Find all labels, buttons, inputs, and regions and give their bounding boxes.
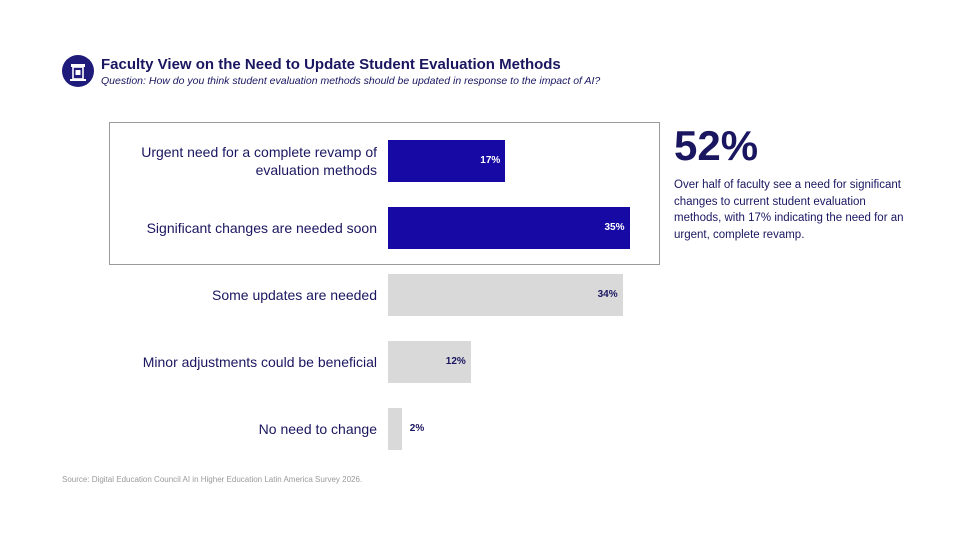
category-label: Urgent need for a complete revamp of eva…: [141, 144, 377, 178]
data-label: 12%: [445, 356, 466, 367]
highlight-box: [109, 122, 660, 265]
podium-icon: [62, 55, 94, 87]
callout-stat: 52%: [674, 122, 759, 169]
bar: [388, 408, 402, 450]
category-label: No need to change: [258, 421, 377, 437]
callout-description: Over half of faculty see a need for sign…: [674, 179, 904, 241]
data-label: 17%: [480, 155, 501, 166]
bar: [388, 274, 623, 316]
category-label: Some updates are needed: [211, 287, 377, 303]
data-label: 2%: [409, 423, 425, 434]
category-label: Significant changes are needed soon: [146, 220, 377, 236]
data-label: 35%: [604, 222, 625, 233]
data-label: 34%: [597, 289, 618, 300]
source-note: Source: Digital Education Council AI in …: [62, 475, 363, 484]
bar: [388, 207, 630, 249]
page-subtitle: Question: How do you think student evalu…: [101, 75, 601, 87]
bar: [388, 140, 506, 182]
page-title: Faculty View on the Need to Update Stude…: [101, 56, 561, 73]
category-label: Minor adjustments could be beneficial: [142, 354, 377, 370]
bar: [388, 341, 471, 383]
